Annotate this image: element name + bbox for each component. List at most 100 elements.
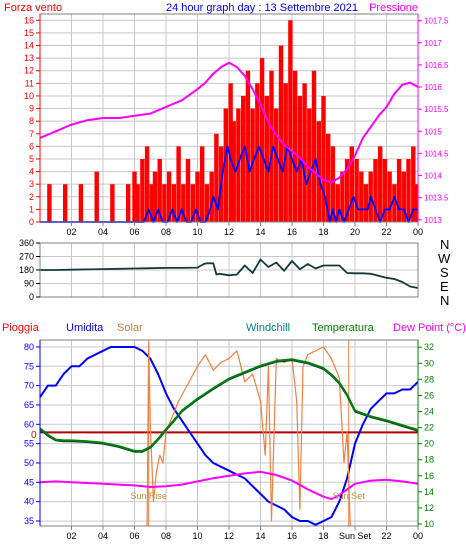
wind-gust-bar: [132, 171, 137, 222]
wind-average-line: [40, 145, 418, 223]
legend-windchill: Windchill: [246, 322, 290, 334]
legend-umidita: Umidita: [66, 322, 104, 334]
wind-tick-label: 13: [24, 53, 34, 63]
x-tick-label: 06: [129, 227, 139, 237]
direction-lines: [40, 258, 419, 289]
wind-tick-label: 3: [29, 179, 34, 189]
x-tick-label: 14: [255, 531, 265, 541]
wind-gust-bar: [311, 70, 317, 222]
wind-gust-bar: [326, 133, 331, 222]
humidity-tick-label: 55: [24, 439, 34, 449]
temperature-tick-label: 22: [424, 423, 434, 433]
temperature-lines: [39, 342, 419, 527]
x-tick-label: 22: [381, 227, 391, 237]
x-tick-label: 16: [287, 531, 297, 541]
direction-axes: 0 90 180 270 360: [19, 238, 419, 302]
direction-tick-label: 270: [19, 252, 34, 262]
x-tick-label: 00: [413, 227, 423, 237]
temperatura-line: [39, 358, 419, 452]
x-tick-label: 20: [350, 227, 360, 237]
legend-dew-point: Dew Point (°C): [393, 322, 466, 334]
umidita-line: [39, 346, 419, 526]
rain-zero-label: 0: [31, 430, 37, 441]
direction-label-n-top: N: [440, 237, 449, 252]
wind-gust-bar: [78, 184, 84, 222]
wind-tick-label: 2: [29, 192, 34, 202]
wind-gust-bar: [144, 146, 150, 222]
wind-gust-bar: [204, 184, 210, 222]
wind-gust-bar: [190, 184, 195, 222]
direction-label-w: W: [438, 251, 451, 266]
wind-gust-bar: [359, 171, 364, 222]
wind-gust-bar: [245, 70, 251, 222]
wind-gust-bar: [126, 184, 131, 222]
sunrise-label: Sun Rise: [130, 491, 167, 501]
temperature-tick-label: 16: [424, 471, 434, 481]
pressure-title: Pressione: [369, 2, 418, 14]
wind-gust-bar: [47, 184, 52, 222]
x-tick-label: 22: [381, 531, 391, 541]
wind-gust-bar: [330, 146, 336, 222]
wind-gust-bar: [185, 159, 191, 222]
pressure-line: [39, 61, 419, 184]
direction-tick-label: 180: [19, 265, 34, 275]
temperature-tick-label: 24: [424, 407, 434, 417]
wind-gust-bar: [157, 159, 162, 222]
temperature-axes: 35 40 45 50 55 60 65 70 75 80 10 12 14 16 18 20 22 24 26 28…: [24, 339, 434, 541]
wind-gust-bar: [214, 133, 219, 222]
wind-gust-bar: [396, 159, 402, 222]
legend-solar: Solar: [117, 322, 143, 334]
wind-gust-bar: [110, 184, 115, 222]
wind-tick-label: 7: [29, 129, 34, 139]
wind-tick-label: 6: [29, 141, 34, 151]
wind-gust-bar: [135, 184, 140, 222]
wind-direction-line: [40, 258, 419, 289]
x-tick-label: 10: [192, 227, 202, 237]
x-tick-label: 04: [98, 227, 108, 237]
humidity-tick-label: 70: [24, 381, 34, 391]
temperature-tick-label: 10: [424, 519, 434, 529]
wind-gust-bar: [411, 146, 416, 222]
wind-tick-label: 5: [29, 154, 34, 164]
dew-point-line: [39, 470, 419, 501]
x-tick-label: 18: [318, 227, 328, 237]
wind-gust-bar: [152, 171, 158, 222]
direction-tick-label: 90: [24, 279, 34, 289]
humidity-tick-label: 50: [24, 458, 34, 468]
wind-gust-bar: [223, 108, 228, 222]
pressure-tick-label: 1014.5: [424, 149, 449, 158]
wind-gust-bar: [302, 83, 307, 222]
temperature-tick-label: 32: [424, 342, 434, 352]
pressure-tick-label: 1017: [424, 39, 442, 48]
x-tick-label: 06: [129, 531, 139, 541]
wind-tick-label: 8: [29, 116, 34, 126]
wind-gust-bar: [382, 159, 388, 222]
wind-tick-label: 15: [24, 28, 34, 38]
temperature-tick-label: 28: [424, 374, 434, 384]
wind-tick-label: 1: [29, 204, 34, 214]
wind-force-title: Forza vento: [4, 2, 62, 14]
humidity-tick-label: 45: [24, 477, 34, 487]
x-tick-label: Sun Set: [339, 531, 372, 541]
wind-gust-bar: [373, 159, 378, 222]
wind-gust-bar: [166, 171, 172, 222]
pressure-tick-label: 1014: [424, 172, 442, 181]
wind-gust-bar: [363, 184, 369, 222]
x-tick-label: 02: [66, 531, 76, 541]
wind-gust-bar: [278, 45, 284, 222]
wind-gust-bar: [292, 70, 298, 222]
x-tick-label: 16: [287, 227, 297, 237]
direction-label-n-bottom: N: [440, 293, 449, 308]
wind-tick-label: 12: [24, 66, 34, 76]
wind-gust-bar: [149, 184, 154, 222]
wind-gust-bar: [406, 159, 411, 222]
wind-gust-bar: [344, 159, 350, 222]
wind-tick-label: 16: [24, 15, 34, 25]
wind-gust-bar: [200, 146, 205, 222]
wind-gust-bar: [195, 171, 200, 222]
wind-gust-bar: [387, 171, 392, 222]
x-tick-label: 00: [413, 531, 423, 541]
chart-title: 24 hour graph day : 13 Settembre 2021: [166, 2, 358, 14]
x-tick-label: 04: [98, 531, 108, 541]
